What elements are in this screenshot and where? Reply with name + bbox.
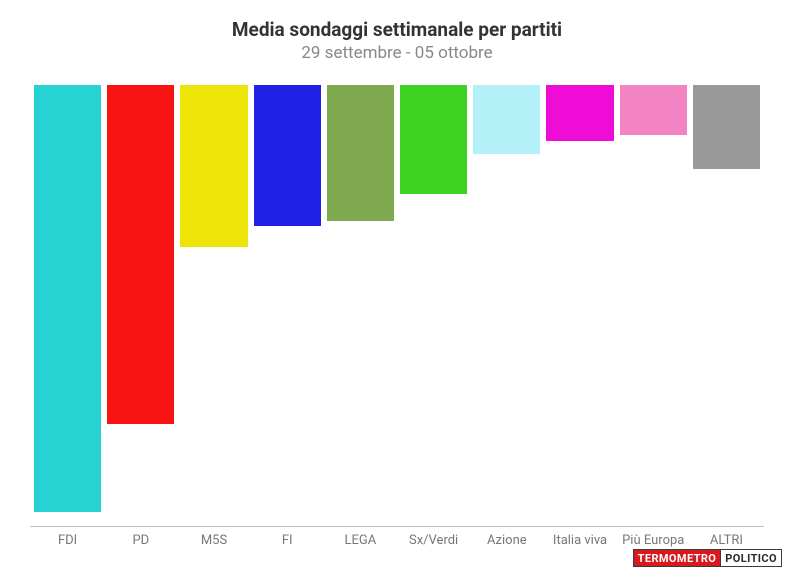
bars-row [30,85,764,527]
bar-slot [400,85,467,527]
x-axis-label: FDI [34,533,101,548]
x-axis-label: Più Europa [620,533,687,548]
bar-slot [180,85,247,527]
bar-slot [254,85,321,527]
bar [473,85,540,154]
x-axis-label: Azione [473,533,540,548]
x-labels-row: FDI PD M5S FI LEGA Sx/Verdi Azione Italia viva P… [30,533,764,548]
x-axis-label: ALTRI [693,533,760,548]
bar [693,85,760,169]
x-axis-label: LEGA [327,533,394,548]
bar [180,85,247,247]
logo-right-text: POLITICO [720,549,782,567]
x-axis-label: M5S [180,533,247,548]
bar-slot [620,85,687,527]
chart-subtitle: 29 settembre - 05 ottobre [30,43,764,63]
x-axis-baseline [30,526,764,527]
x-axis-label: Italia viva [546,533,613,548]
bar [546,85,613,141]
bar-slot [327,85,394,527]
chart-container: Media sondaggi settimanale per partiti 2… [0,0,794,575]
source-logo: TERMOMETRO POLITICO [633,549,782,567]
chart-title: Media sondaggi settimanale per partiti [30,18,764,41]
bar [34,85,101,512]
bar [400,85,467,194]
bar [620,85,687,135]
logo-left-text: TERMOMETRO [633,549,721,567]
x-axis-label: FI [254,533,321,548]
x-axis-label: PD [107,533,174,548]
bar-slot [473,85,540,527]
bar-slot [546,85,613,527]
bar [254,85,321,226]
bar-slot [34,85,101,527]
bar [107,85,174,424]
x-axis-label: Sx/Verdi [400,533,467,548]
plot-area: FDIPDM5SFILEGASx/VerdiAzioneItalia vivaP… [30,85,764,527]
bar [327,85,394,221]
bar-slot [107,85,174,527]
bar-slot [693,85,760,527]
